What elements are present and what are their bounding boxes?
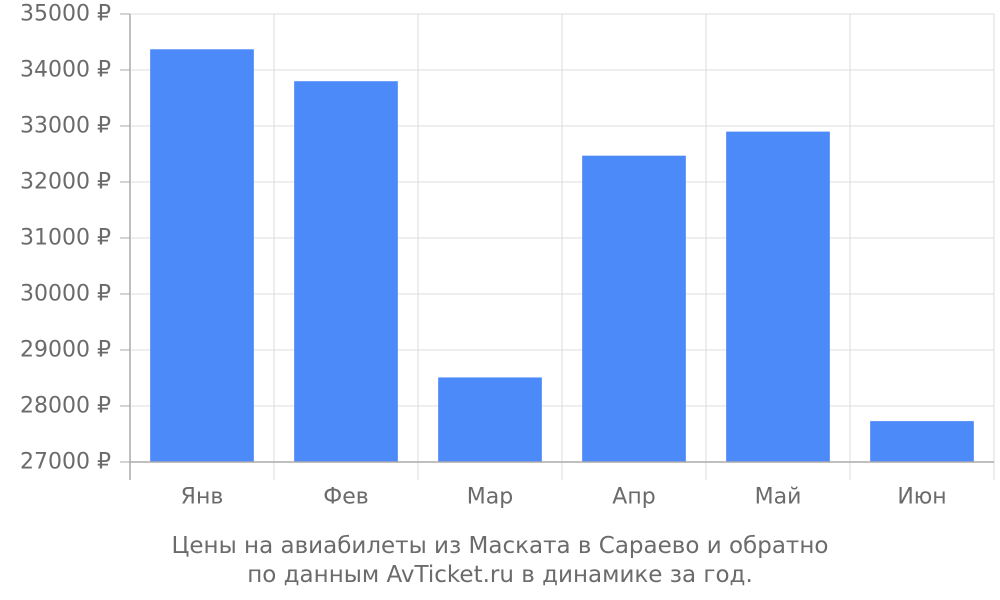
x-tick-label: Фев: [323, 485, 368, 510]
chart-caption: Цены на авиабилеты из Маската в Сараево …: [0, 532, 1000, 590]
x-tick-label: Мар: [467, 485, 513, 510]
y-tick-label: 32000 ₽: [20, 170, 111, 195]
bar-4: [582, 155, 686, 462]
bar-6: [870, 421, 974, 462]
y-axis-tick-labels: 27000 ₽ 28000 ₽ 29000 ₽ 30000 ₽ 31000 ₽ 32000…: [20, 2, 111, 475]
x-tick-label: Май: [755, 485, 802, 510]
y-tick-label: 30000 ₽: [20, 282, 111, 307]
bar-3: [438, 377, 542, 462]
x-axis-tick-labels: Янв Фев Мар Апр Май Июн: [181, 485, 947, 510]
y-tick-label: 34000 ₽: [20, 58, 111, 83]
y-tick-label: 35000 ₽: [20, 2, 111, 27]
bar-2: [294, 81, 398, 462]
y-tick-label: 33000 ₽: [20, 114, 111, 139]
y-tick-label: 31000 ₽: [20, 226, 111, 251]
y-tick-label: 27000 ₽: [20, 450, 111, 475]
caption-line-1: Цены на авиабилеты из Маската в Сараево …: [171, 533, 829, 559]
gridlines: [129, 13, 995, 463]
y-tick-label: 29000 ₽: [20, 338, 111, 363]
x-tick-label: Апр: [612, 485, 655, 510]
caption-line-2: по данным AvTicket.ru в динамике за год.: [247, 562, 753, 588]
y-tick-label: 28000 ₽: [20, 394, 111, 419]
x-tick-label: Янв: [181, 485, 224, 510]
x-tick-label: Июн: [897, 485, 946, 510]
bars: [150, 49, 974, 462]
bar-5: [726, 131, 830, 462]
axes: [120, 13, 995, 480]
bar-1: [150, 49, 254, 462]
